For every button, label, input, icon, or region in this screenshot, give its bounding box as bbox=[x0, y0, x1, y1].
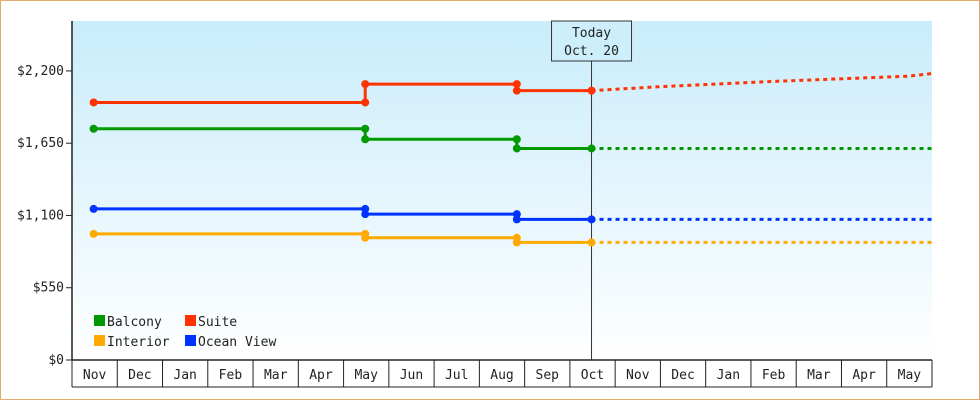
data-point-balcony bbox=[512, 144, 521, 153]
series-line-ocean-view bbox=[93, 207, 592, 221]
plot-background bbox=[72, 21, 932, 360]
y-tick-label: $0 bbox=[48, 353, 64, 368]
legend-swatch-ocean-view bbox=[185, 335, 196, 346]
x-tick-label: Jul bbox=[445, 368, 468, 383]
legend-label-balcony: Balcony bbox=[107, 315, 162, 330]
data-point-interior bbox=[512, 238, 521, 247]
legend-swatch-interior bbox=[94, 335, 105, 346]
y-tick-label: $1,650 bbox=[17, 136, 64, 151]
x-tick-label: Nov bbox=[83, 368, 107, 383]
data-point-interior bbox=[361, 233, 370, 242]
today-date: Oct. 20 bbox=[564, 44, 619, 59]
data-point-ocean-view bbox=[512, 215, 521, 224]
data-point-ocean-view bbox=[89, 204, 98, 213]
data-point-ocean-view bbox=[361, 210, 370, 219]
y-tick-label: $550 bbox=[33, 281, 64, 296]
x-tick-label: Apr bbox=[309, 368, 333, 383]
data-point-suite bbox=[89, 98, 98, 107]
x-tick-label: Dec bbox=[671, 368, 694, 383]
today-box bbox=[551, 20, 633, 62]
x-tick-label: Feb bbox=[219, 368, 243, 383]
data-point-suite bbox=[587, 86, 596, 95]
data-point-suite bbox=[361, 98, 370, 107]
legend-swatch-balcony bbox=[94, 315, 105, 326]
legend-label-ocean-view: Ocean View bbox=[198, 335, 276, 350]
x-tick-label: Jan bbox=[173, 368, 196, 383]
x-tick-label: Sep bbox=[536, 368, 560, 383]
x-tick-label: Nov bbox=[626, 368, 650, 383]
series-line-suite bbox=[93, 82, 592, 104]
data-point-balcony bbox=[89, 124, 98, 133]
data-point-suite bbox=[512, 86, 521, 95]
today-marker: Today Oct. 20 bbox=[551, 20, 633, 360]
data-point-suite bbox=[361, 80, 370, 89]
x-tick-label: Mar bbox=[264, 368, 288, 383]
data-point-suite bbox=[512, 80, 521, 89]
data-point-balcony bbox=[361, 124, 370, 133]
x-tick-label: Jan bbox=[717, 368, 740, 383]
legend-label-suite: Suite bbox=[198, 315, 237, 330]
x-tick-label: Jun bbox=[400, 368, 423, 383]
x-tick-label: Apr bbox=[852, 368, 876, 383]
x-tick-label: Aug bbox=[490, 368, 513, 383]
y-tick-label: $2,200 bbox=[17, 64, 64, 79]
y-tick-label: $1,100 bbox=[17, 208, 64, 223]
legend-label-interior: Interior bbox=[107, 335, 170, 350]
legend-swatch-suite bbox=[185, 315, 196, 326]
series-line-interior bbox=[93, 232, 592, 244]
today-label: Today bbox=[572, 26, 611, 41]
series-line-balcony bbox=[93, 127, 592, 150]
data-point-interior bbox=[587, 238, 596, 247]
x-tick-label: May bbox=[898, 368, 922, 383]
x-tick-label: May bbox=[354, 368, 378, 383]
data-point-interior bbox=[89, 229, 98, 238]
data-point-balcony bbox=[361, 135, 370, 144]
series-group bbox=[89, 72, 933, 247]
axes: $0 $550 $1,100 $1,650 $2,200 Nov Dec Jan Feb Mar A… bbox=[17, 21, 933, 388]
legend: Balcony Suite Interior Ocean View bbox=[94, 315, 276, 350]
x-tick-label: Mar bbox=[807, 368, 831, 383]
data-point-ocean-view bbox=[587, 215, 596, 224]
x-tick-label: Oct bbox=[581, 368, 604, 383]
x-tick-label: Feb bbox=[762, 368, 786, 383]
data-point-balcony bbox=[587, 144, 596, 153]
x-tick-label: Dec bbox=[128, 368, 151, 383]
data-point-balcony bbox=[512, 135, 521, 144]
